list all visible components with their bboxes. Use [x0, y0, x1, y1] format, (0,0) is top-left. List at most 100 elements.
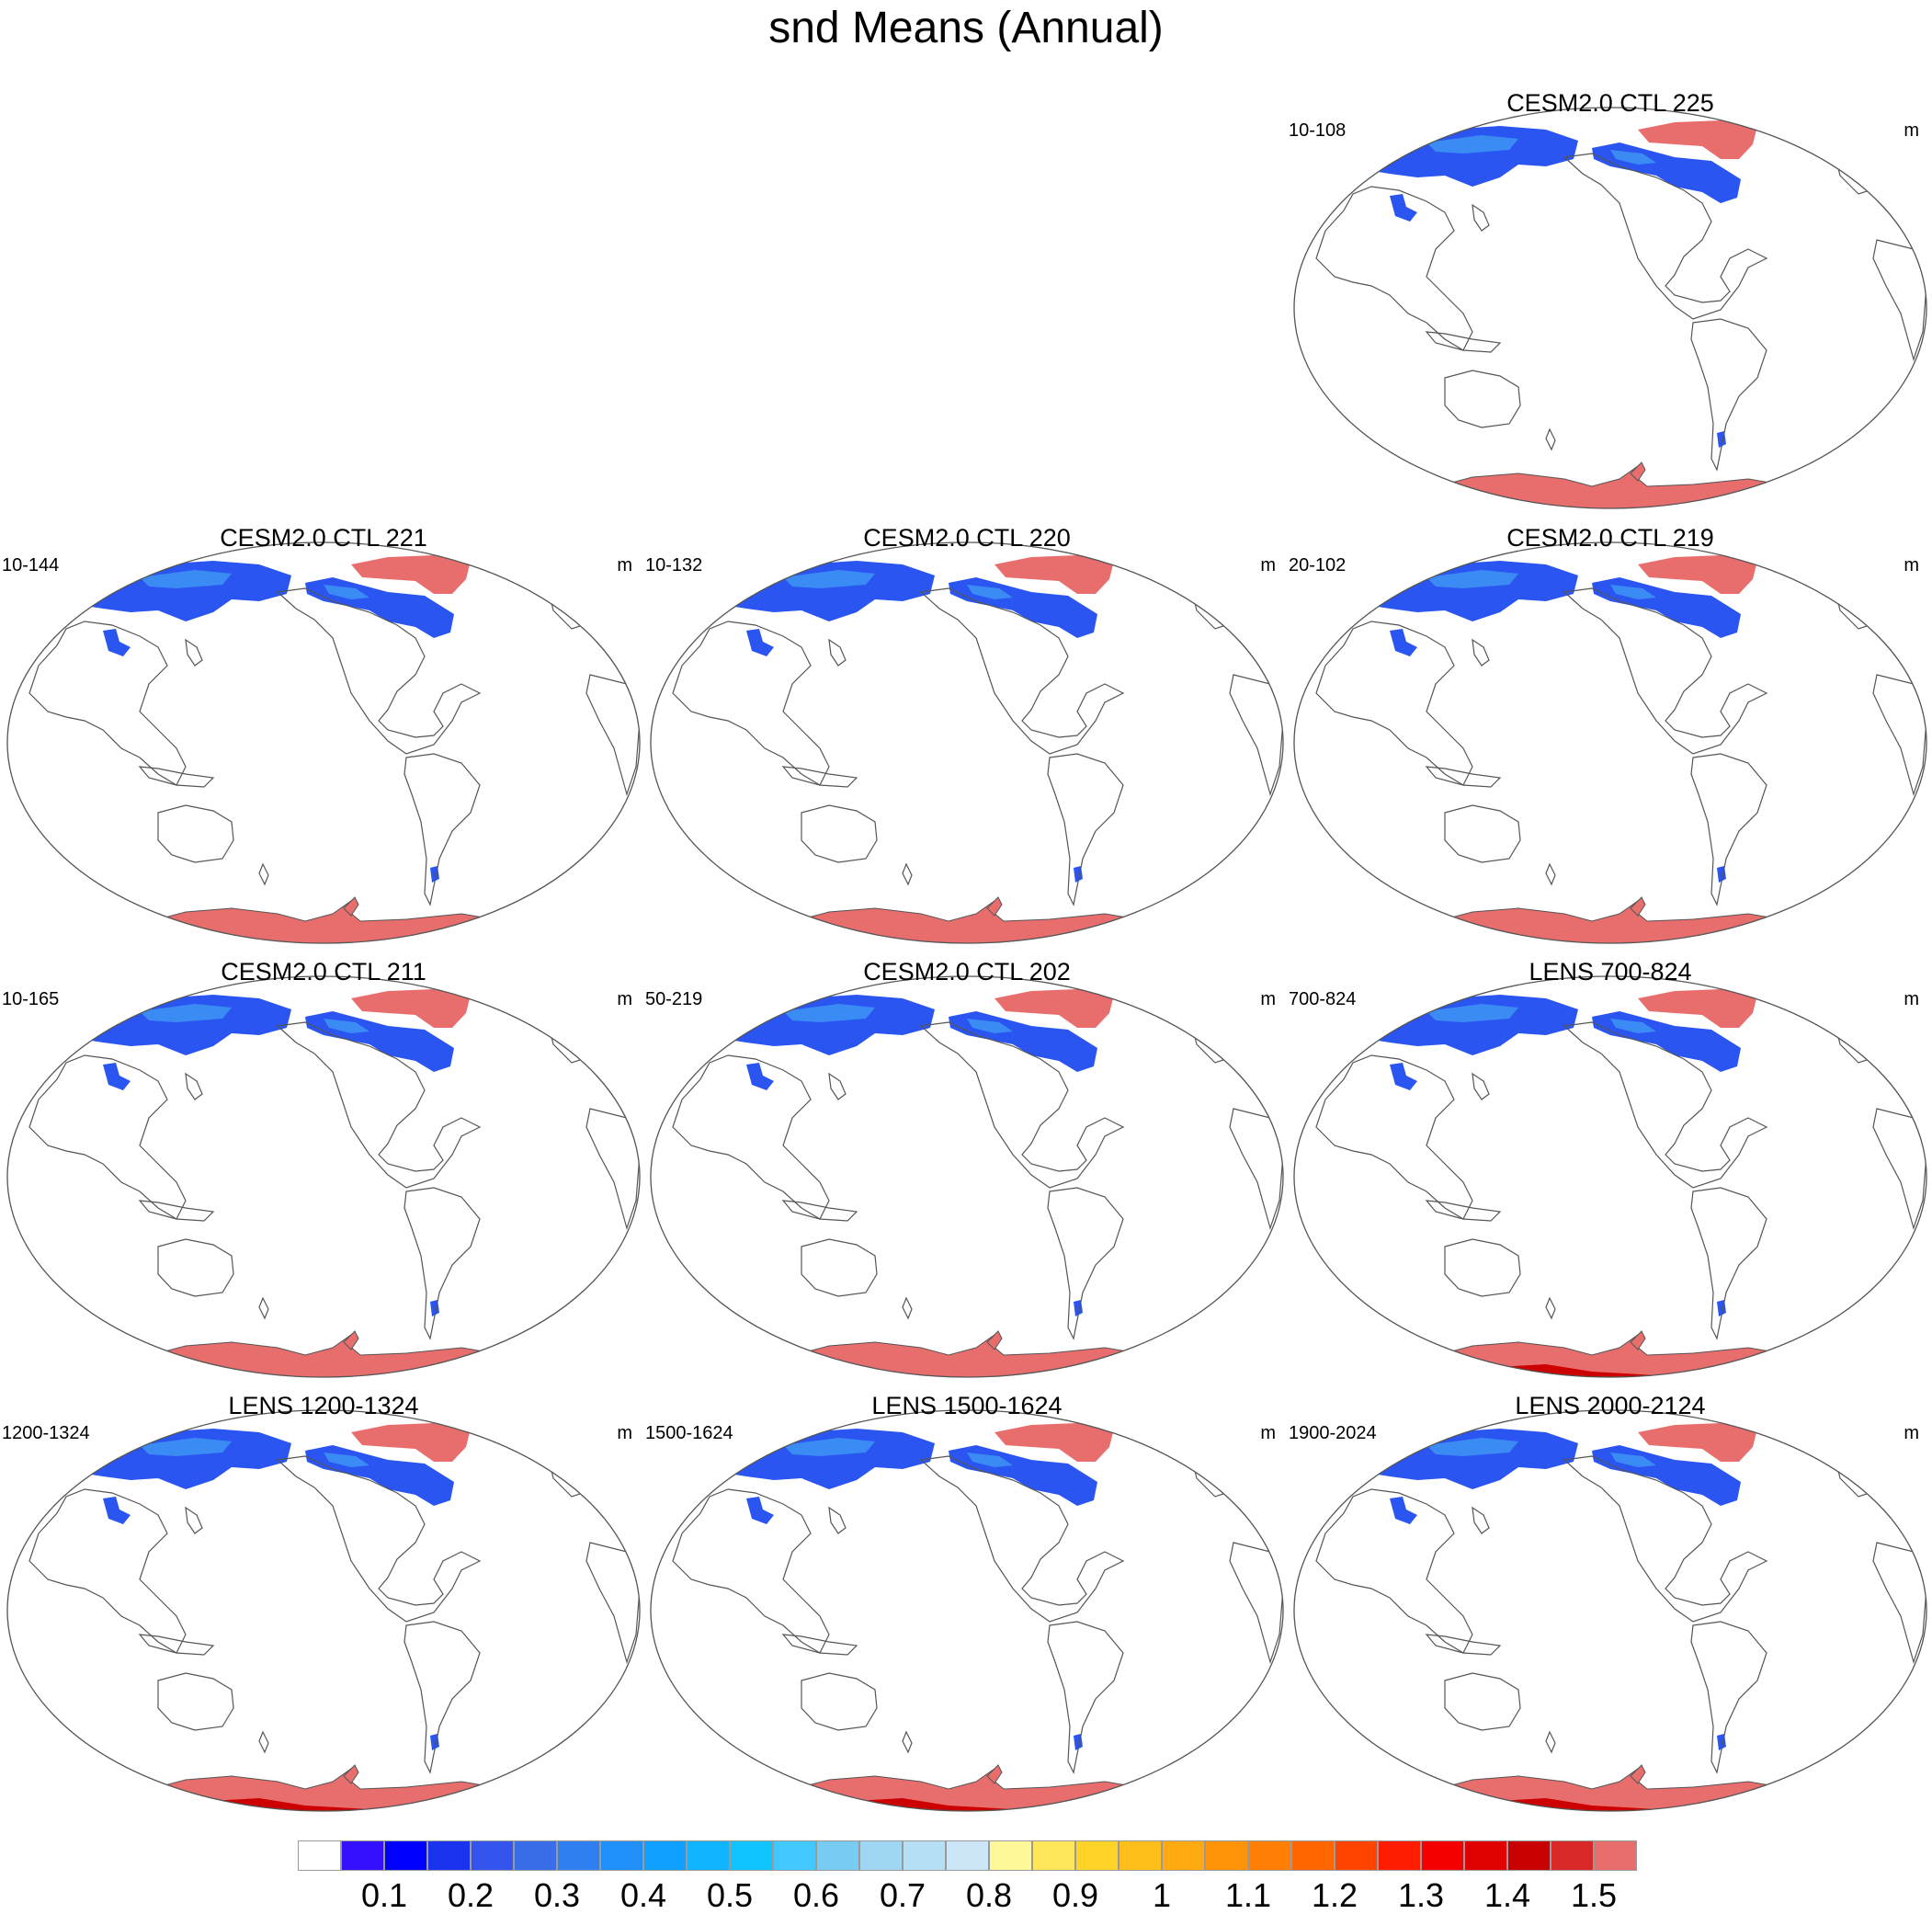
colorbar-label: 0.7 [879, 1876, 926, 1914]
panel-range: 700-824 [1289, 989, 1357, 1009]
colorbar-label: 0.1 [360, 1876, 408, 1914]
tibet-snow [1390, 629, 1417, 656]
map-panel: CESM2.0 CTL 220 10-132 m [645, 522, 1289, 954]
japan-coast [185, 1072, 203, 1100]
antarctica [735, 1767, 1284, 1811]
map-boundary [6, 1409, 641, 1812]
north-america-snow-light [967, 1453, 1013, 1467]
panel-unit: m [1260, 555, 1276, 575]
tibet-snow [103, 1063, 131, 1090]
africa-coast [585, 674, 641, 797]
north-america-snow-light [967, 585, 1013, 599]
north-america-coast [1563, 153, 1768, 320]
colorbar-label: 1.4 [1483, 1876, 1531, 1914]
colorbar-swatch [1335, 1840, 1378, 1871]
south-america-coast [1047, 1187, 1124, 1340]
south-america-coast [1690, 753, 1767, 906]
eurasia-snow [719, 995, 935, 1055]
map-panel: CESM2.0 CTL 225 10-108 m [1289, 87, 1932, 519]
map-boundary [1293, 1409, 1927, 1812]
panel-unit: m [1260, 1423, 1276, 1443]
scandinavia-coast [1187, 569, 1253, 630]
colorbar-swatch [773, 1840, 816, 1871]
map-area [1289, 537, 1932, 954]
panel-title: LENS 1200-1324 [228, 1392, 419, 1419]
tibet-snow [1390, 1063, 1417, 1090]
map [650, 1409, 1284, 1812]
eurasia-snow [75, 561, 291, 621]
colorbar-swatch [687, 1840, 730, 1871]
colorbar-swatch [1594, 1840, 1637, 1871]
panel-unit: m [1260, 989, 1276, 1009]
map-boundary [6, 541, 641, 944]
north-america-snow-light [1610, 1453, 1656, 1467]
panel-unit: m [1904, 555, 1919, 575]
scandinavia-snow [1840, 575, 1884, 603]
north-america-snow-light [324, 585, 369, 599]
scandinavia-snow [1840, 141, 1884, 168]
antarctic-peninsula [343, 1330, 359, 1350]
tibet-snow [746, 1497, 774, 1524]
eurasia-snow-light [783, 570, 875, 588]
colorbar-swatch [471, 1840, 514, 1871]
africa-coast [1872, 674, 1927, 797]
colorbar-swatch [1421, 1840, 1464, 1871]
antarctica [92, 1333, 641, 1377]
asia-coast [1315, 186, 1473, 351]
eurasia-snow [75, 1429, 291, 1489]
colorbar-label: 0.9 [1051, 1876, 1099, 1914]
indonesia-coast [1425, 331, 1502, 353]
antarctica [92, 1767, 641, 1811]
scandinavia-coast [1830, 569, 1896, 630]
australia-coast [157, 804, 234, 863]
scandinavia-coast [1187, 1437, 1253, 1498]
colorbar-swatch [298, 1840, 341, 1871]
map [6, 1409, 641, 1812]
colorbar-label: 0.8 [965, 1876, 1013, 1914]
colorbar-swatch [341, 1840, 384, 1871]
indonesia-coast [1425, 1200, 1502, 1222]
north-america-snow-light [1610, 150, 1656, 165]
colorbar-swatch [1032, 1840, 1075, 1871]
antarctica-deep-snow [801, 1798, 1197, 1811]
scandinavia-snow [1197, 1009, 1241, 1037]
south-america-coast [403, 1187, 481, 1340]
scandinavia-snow [1840, 1443, 1884, 1471]
panel-title: CESM2.0 CTL 225 [1506, 89, 1714, 117]
map [6, 541, 641, 944]
greenland [994, 1423, 1114, 1462]
map [1293, 107, 1927, 509]
africa-coast [585, 1542, 641, 1665]
map-boundary [1293, 541, 1927, 944]
eurasia-snow [1362, 561, 1578, 621]
colorbar-swatch [600, 1840, 643, 1871]
eurasia-snow-light [140, 1004, 232, 1022]
colorbar-swatch [989, 1840, 1032, 1871]
map [6, 975, 641, 1378]
antarctic-peninsula [1630, 896, 1646, 917]
scandinavia-coast [1830, 1003, 1896, 1064]
panel-range: 10-132 [645, 555, 703, 575]
eurasia-snow-light [1426, 1004, 1518, 1022]
asia-coast [28, 1054, 187, 1220]
map-panel: CESM2.0 CTL 221 10-144 m [2, 522, 645, 954]
colorbar-swatch [1119, 1840, 1162, 1871]
figure-title: snd Means (Annual) [768, 4, 1164, 52]
panel-title: CESM2.0 CTL 220 [863, 524, 1071, 552]
africa-coast [1229, 674, 1284, 797]
scandinavia-snow [1840, 1009, 1884, 1037]
colorbar-swatch [1248, 1840, 1291, 1871]
panel-unit: m [1904, 989, 1919, 1009]
scandinavia-snow [553, 1009, 597, 1037]
antarctica-deep-snow [1445, 1798, 1840, 1811]
indonesia-coast [781, 1634, 858, 1656]
asia-coast [1315, 1054, 1473, 1220]
antarctica [1379, 1333, 1927, 1377]
colorbar-swatch [903, 1840, 946, 1871]
map-panel: LENS 700-824 700-824 m [1289, 956, 1932, 1388]
map-area [1289, 1405, 1932, 1822]
map [1293, 541, 1927, 944]
map-area [1289, 971, 1932, 1388]
indonesia-coast [138, 1200, 215, 1222]
japan-coast [185, 638, 203, 666]
